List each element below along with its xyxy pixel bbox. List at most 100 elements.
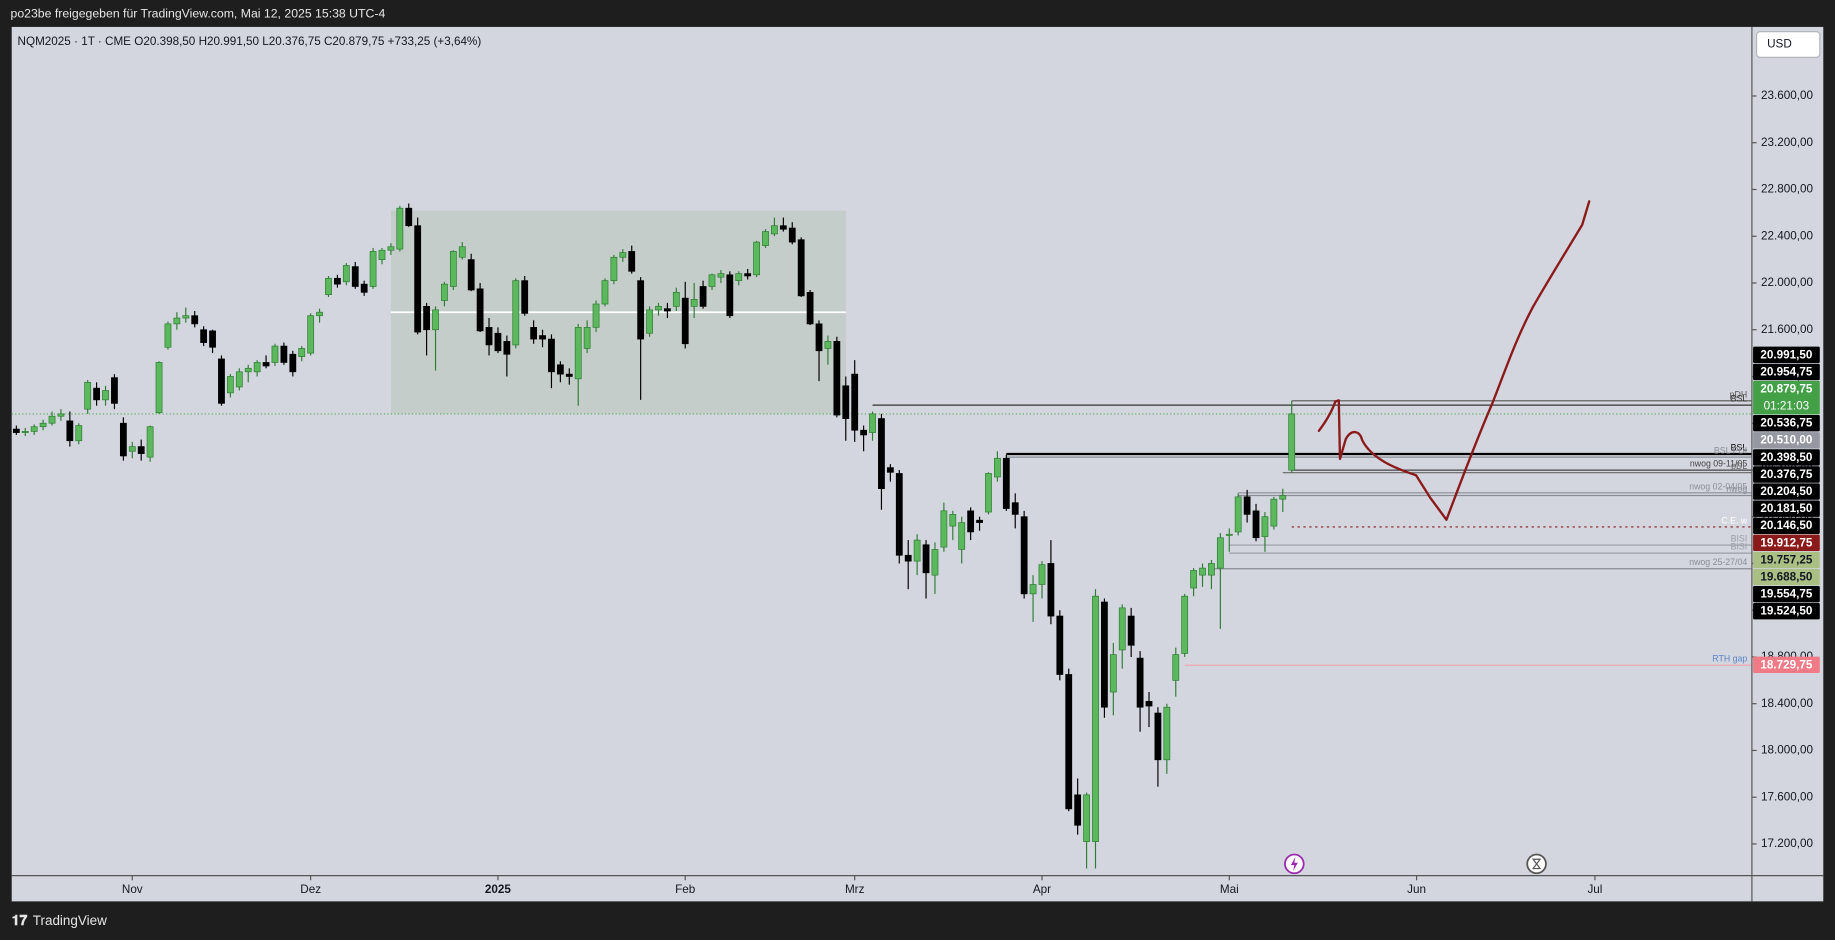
candle-body bbox=[1074, 794, 1082, 826]
price-tag-countdown: 01:21:03 bbox=[1764, 400, 1809, 413]
candle-body bbox=[271, 345, 279, 363]
candle-body bbox=[485, 327, 493, 346]
level-label: nwog bbox=[1726, 484, 1747, 494]
candle-body bbox=[886, 467, 894, 473]
level-label: RTH gap bbox=[1712, 654, 1747, 664]
candle-body bbox=[307, 315, 315, 354]
price-tag bbox=[1753, 568, 1820, 586]
y-tick-label: 23.600,00 bbox=[1761, 89, 1813, 102]
candle-body bbox=[744, 273, 752, 277]
candle-body bbox=[262, 362, 270, 367]
candle-body bbox=[146, 426, 154, 458]
candle-body bbox=[726, 274, 734, 317]
candle-body bbox=[913, 539, 921, 562]
candle-body bbox=[717, 273, 725, 278]
x-tick-label: Feb bbox=[675, 883, 696, 896]
price-tag bbox=[1753, 449, 1820, 466]
candle-body bbox=[993, 457, 1001, 478]
candle-body bbox=[1163, 706, 1171, 761]
candle-body bbox=[244, 367, 252, 373]
candle-body bbox=[137, 446, 145, 454]
level-label: C.E. w bbox=[1721, 515, 1747, 525]
price-tag bbox=[1753, 363, 1820, 381]
candle-body bbox=[253, 362, 261, 373]
candle-body bbox=[1225, 533, 1233, 536]
candle-body bbox=[369, 251, 377, 287]
candle-body bbox=[1145, 701, 1153, 707]
candle-body bbox=[1190, 570, 1197, 589]
currency-button[interactable] bbox=[1756, 31, 1821, 58]
price-tag-label: 18.729,75 bbox=[1760, 658, 1812, 671]
candle-body bbox=[1199, 567, 1206, 576]
candle-body bbox=[93, 387, 101, 401]
price-tag bbox=[1753, 466, 1820, 483]
candle-body bbox=[1092, 595, 1099, 842]
candle-body bbox=[458, 246, 466, 258]
candle-body bbox=[432, 309, 439, 331]
price-tag bbox=[1753, 380, 1820, 415]
x-tick-label: 2025 bbox=[485, 883, 511, 896]
candle-body bbox=[637, 280, 645, 340]
level-label: BSL PDI bbox=[1714, 446, 1747, 456]
candle-body bbox=[30, 426, 38, 432]
candle-body bbox=[66, 420, 74, 442]
candle-body bbox=[1208, 563, 1215, 576]
candle-body bbox=[1252, 510, 1260, 539]
candle-body bbox=[1216, 537, 1224, 569]
y-tick-label: 22.000,00 bbox=[1761, 276, 1813, 289]
candle-body bbox=[976, 519, 983, 523]
candle-body bbox=[342, 265, 350, 283]
candle-body bbox=[1243, 496, 1251, 515]
price-tag-label: 20.879,75 bbox=[1760, 382, 1812, 395]
candle-body bbox=[556, 364, 564, 375]
candle-body bbox=[1029, 584, 1037, 595]
legend-close: C20.879,75 bbox=[324, 35, 385, 48]
candle-body bbox=[815, 323, 823, 352]
price-tag bbox=[1753, 603, 1820, 620]
candle-body bbox=[797, 239, 805, 297]
candle-body bbox=[708, 274, 716, 287]
candle-body bbox=[895, 473, 903, 556]
candle-body bbox=[1270, 498, 1278, 527]
price-tag bbox=[1753, 346, 1820, 364]
candle-body bbox=[521, 280, 529, 314]
candle-body bbox=[467, 259, 475, 291]
currency-label: USD bbox=[1767, 38, 1792, 51]
candle-body bbox=[878, 418, 885, 490]
price-tag bbox=[1753, 551, 1820, 569]
level-label: BISI bbox=[1731, 542, 1748, 552]
candle-body bbox=[548, 338, 555, 373]
legend-high: H20.991,50 bbox=[199, 35, 260, 48]
x-tick-label: Nov bbox=[122, 883, 143, 896]
price-tag bbox=[1753, 500, 1820, 517]
candle-body bbox=[1118, 607, 1126, 651]
y-tick-label: 17.600,00 bbox=[1761, 790, 1813, 803]
y-tick-label: 18.400,00 bbox=[1761, 697, 1813, 710]
candle-body bbox=[182, 315, 190, 319]
candle-body bbox=[57, 413, 65, 417]
price-tag bbox=[1753, 585, 1820, 603]
price-tag bbox=[1753, 534, 1820, 552]
candle-body bbox=[39, 422, 47, 428]
candle-body bbox=[904, 554, 912, 562]
candle-body bbox=[655, 306, 662, 311]
candle-body bbox=[664, 308, 671, 312]
candle-body bbox=[414, 225, 422, 333]
candle-body bbox=[788, 227, 796, 243]
candle-body bbox=[1261, 516, 1269, 537]
candle-body bbox=[958, 522, 966, 550]
price-tag bbox=[1753, 656, 1820, 674]
candle-body bbox=[351, 266, 359, 287]
candle-body bbox=[387, 246, 395, 251]
candle-body bbox=[762, 231, 769, 246]
candle-body bbox=[539, 335, 546, 340]
candle-body bbox=[111, 377, 118, 404]
x-tick-label: Mai bbox=[1220, 883, 1239, 896]
candle-body bbox=[646, 309, 653, 334]
legend-change: +733,25 (+3,64%) bbox=[388, 35, 482, 48]
candle-body bbox=[48, 415, 56, 424]
candle-body bbox=[1154, 712, 1162, 761]
candle-body bbox=[592, 303, 600, 328]
